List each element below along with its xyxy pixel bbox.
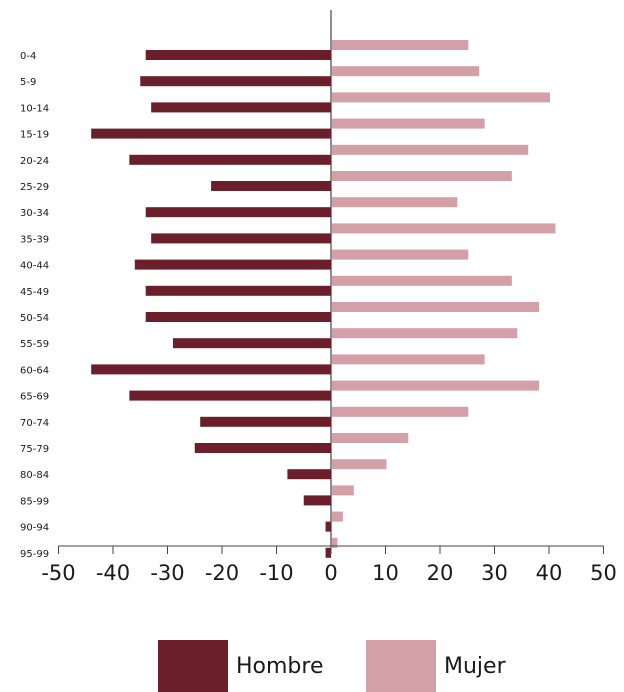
x-tick-label-20: 20 [427,561,454,585]
bar-hombre-45-49 [145,285,331,296]
x-tick-label--40: -40 [96,561,130,585]
bar-hombre-35-39 [151,233,331,244]
x-tick-label--10: -10 [259,561,293,585]
bar-mujer-10-14 [332,92,550,103]
category-label-15-19: 15-19 [20,130,49,141]
category-label-70-74: 70-74 [20,418,49,429]
bar-mujer-5-9 [332,66,480,77]
bar-hombre-0-4 [145,50,331,60]
x-tick-label--20: -20 [205,561,239,585]
bar-hombre-55-59 [172,338,331,349]
bar-hombre-70-74 [200,416,331,427]
category-label-5-9: 5-9 [20,77,36,88]
x-tick-label-10: 10 [372,561,399,585]
x-tick-label--30: -30 [150,561,184,585]
bar-hombre-85-99 [303,495,331,506]
x-tick-label-40: 40 [536,561,563,585]
category-label-30-34: 30-34 [20,208,49,219]
bar-hombre-5-9 [140,76,331,87]
bar-mujer-80-84 [332,459,387,470]
bar-mujer-55-59 [332,328,518,339]
legend-item-hombre: Hombre [158,640,324,692]
bar-mujer-45-49 [332,275,512,286]
bar-hombre-25-29 [211,181,331,191]
category-label-55-59: 55-59 [20,339,49,350]
x-tick-label--50: -50 [41,561,75,585]
bar-mujer-20-24 [332,144,529,155]
category-label-45-49: 45-49 [20,287,49,298]
category-label-85-99: 85-99 [20,496,49,507]
bar-mujer-90-94 [332,511,343,522]
category-label-35-39: 35-39 [20,234,49,245]
bar-mujer-70-74 [332,406,469,417]
bar-mujer-85-99 [332,485,354,496]
bar-hombre-30-34 [145,207,331,218]
bar-hombre-60-64 [91,364,331,375]
category-label-10-14: 10-14 [20,103,49,114]
bar-hombre-20-24 [129,154,331,165]
bar-mujer-25-29 [332,171,512,181]
bar-mujer-40-44 [332,249,469,260]
legend-label-hombre: Hombre [236,653,324,679]
legend-swatch-mujer [366,640,436,692]
bar-mujer-95-99 [332,537,338,548]
x-tick-label-50: 50 [590,561,617,585]
legend-label-mujer: Mujer [444,653,506,679]
bar-mujer-35-39 [332,223,556,234]
category-label-20-24: 20-24 [20,156,49,167]
legend-item-mujer: Mujer [366,640,506,692]
bar-hombre-80-84 [287,469,331,480]
category-label-65-69: 65-69 [20,392,49,403]
category-label-0-4: 0-4 [20,51,36,62]
bar-hombre-65-69 [129,390,331,401]
bar-hombre-95-99 [325,547,331,558]
category-label-40-44: 40-44 [20,261,49,272]
bar-mujer-65-69 [332,380,540,391]
category-label-80-84: 80-84 [20,470,49,481]
bar-hombre-15-19 [91,128,331,139]
bar-hombre-90-94 [325,521,331,532]
bar-mujer-30-34 [332,197,458,208]
bar-mujer-60-64 [332,354,485,365]
bar-hombre-40-44 [134,259,331,270]
bar-hombre-50-54 [145,312,331,322]
category-label-50-54: 50-54 [20,313,49,324]
bar-mujer-15-19 [332,118,485,129]
category-label-95-99: 95-99 [20,549,49,560]
bar-mujer-75-79 [332,433,409,443]
category-label-75-79: 75-79 [20,444,49,455]
x-tick-label-30: 30 [481,561,508,585]
category-label-25-29: 25-29 [20,182,49,193]
legend-swatch-hombre [158,640,228,692]
bar-mujer-50-54 [332,302,540,312]
category-label-60-64: 60-64 [20,365,49,376]
bar-hombre-75-79 [194,443,331,453]
category-label-90-94: 90-94 [20,523,49,534]
x-tick-label-0: 0 [324,561,337,585]
bar-hombre-10-14 [151,102,331,113]
bar-mujer-0-4 [332,40,469,50]
